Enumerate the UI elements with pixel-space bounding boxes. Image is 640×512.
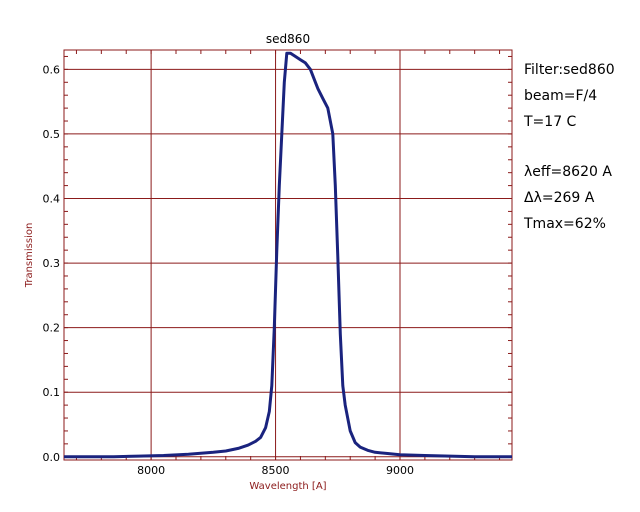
x-tick-label: 9000	[386, 464, 414, 477]
y-tick-label: 0.6	[43, 63, 61, 76]
x-tick-label: 8000	[137, 464, 165, 477]
chart-title: sed860	[266, 32, 310, 46]
y-tick-label: 0.1	[43, 386, 61, 399]
ticks: 8000 8500 9000 0.0 0.1 0.2 0.3 0.4 0.5 0.6	[43, 50, 512, 477]
info-temperature: T=17 C	[524, 114, 577, 130]
series-line-transmission	[64, 51, 512, 459]
y-tick-label: 0.3	[43, 257, 61, 270]
y-tick-label: 0.4	[43, 193, 61, 206]
y-tick-label: 0.2	[43, 322, 61, 335]
info-beam: beam=F/4	[524, 88, 598, 104]
info-lambda-eff: λeff=8620 A	[524, 164, 612, 180]
y-tick-label: 0.5	[43, 128, 61, 141]
info-tmax: Tmax=62%	[524, 216, 606, 232]
info-delta-lambda: Δλ=269 A	[524, 190, 595, 206]
grid	[64, 50, 512, 460]
y-tick-label: 0.0	[43, 451, 61, 464]
info-filter: Filter:sed860	[524, 62, 615, 78]
x-tick-label: 8500	[262, 464, 290, 477]
x-axis-label: Wavelength [A]	[249, 481, 326, 492]
plot-frame	[63, 49, 513, 461]
y-axis-label: Transmission	[24, 223, 35, 289]
series-group	[64, 51, 512, 459]
